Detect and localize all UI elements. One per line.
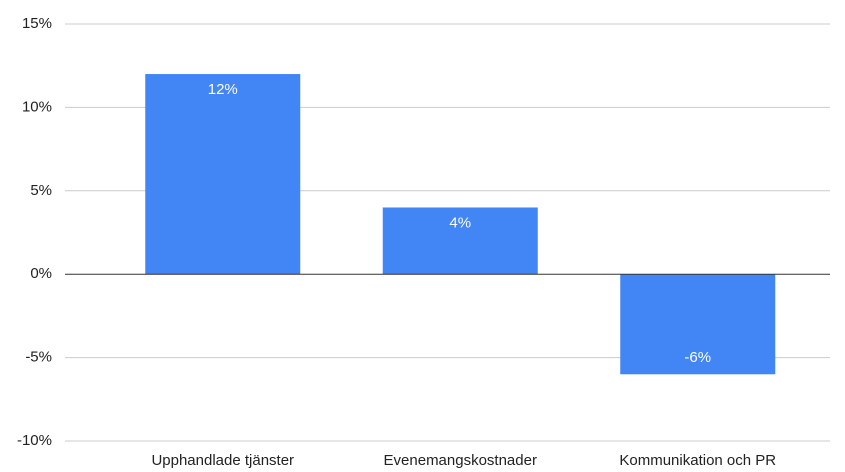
bar: [145, 74, 301, 275]
y-tick-label: 10%: [22, 98, 52, 115]
data-label: 4%: [449, 214, 471, 231]
y-tick-label: -5%: [25, 349, 52, 366]
y-tick-label: 15%: [22, 15, 52, 32]
y-tick-label: 5%: [30, 182, 52, 199]
x-tick-label: Evenemangskostnader: [384, 452, 537, 469]
y-tick-label: 0%: [30, 265, 52, 282]
data-label: 12%: [208, 81, 238, 98]
x-tick-label: Upphandlade tjänster: [151, 452, 294, 469]
y-tick-label: -10%: [17, 432, 52, 449]
data-label: -6%: [684, 349, 711, 366]
x-tick-label: Kommunikation och PR: [619, 452, 776, 469]
bar: [382, 207, 538, 275]
bar: [620, 274, 776, 375]
